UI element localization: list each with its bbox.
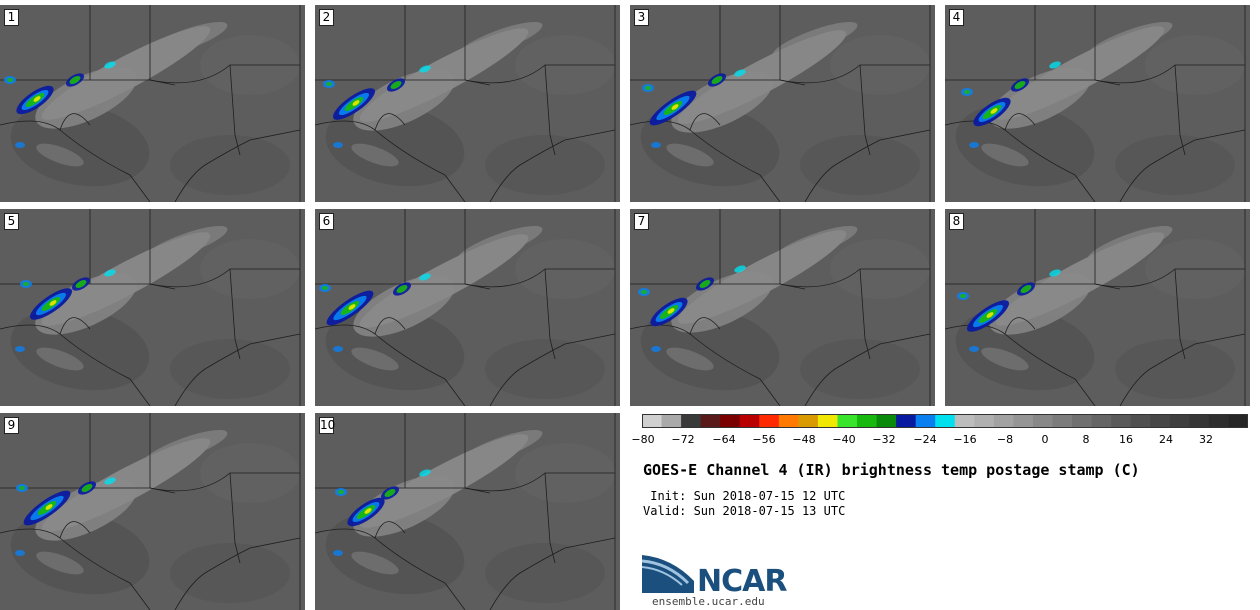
- figure-title: GOES-E Channel 4 (IR) brightness temp po…: [643, 461, 1140, 479]
- satellite-ir-image: [0, 413, 305, 610]
- colorbar-tick: −64: [712, 433, 736, 446]
- panel-label: 8: [949, 213, 964, 230]
- colorbar-tick: −72: [671, 433, 695, 446]
- colorbar-swatch: [1072, 414, 1093, 428]
- colorbar-swatch: [1130, 414, 1151, 428]
- panel-label: 4: [949, 9, 964, 26]
- panel-label: 3: [634, 9, 649, 26]
- satellite-ir-image: [945, 209, 1250, 406]
- colorbar-swatch: [1208, 414, 1229, 428]
- colorbar-swatch: [857, 414, 878, 428]
- satellite-ir-image: [0, 209, 305, 406]
- colorbar-swatch: [915, 414, 936, 428]
- colorbar-swatch: [1228, 414, 1248, 428]
- colorbar-swatch: [1111, 414, 1132, 428]
- colorbar-swatch: [1032, 414, 1054, 428]
- colorbar-swatch: [993, 414, 1014, 428]
- colorbar-swatch: [661, 414, 682, 428]
- colorbar-tick: −56: [752, 433, 776, 446]
- satellite-ir-image: [630, 5, 935, 202]
- ensemble-member-panel-6: 6: [315, 209, 620, 406]
- ensemble-member-panel-5: 5: [0, 209, 305, 406]
- colorbar-tick: −24: [913, 433, 937, 446]
- ensemble-member-panel-2: 2: [315, 5, 620, 202]
- colorbar-swatch: [681, 414, 702, 428]
- colorbar-swatch: [778, 414, 799, 428]
- ncar-logo-icon: [642, 555, 694, 593]
- panel-label: 7: [634, 213, 649, 230]
- satellite-ir-image: [630, 209, 935, 406]
- init-time: Init: Sun 2018-07-15 12 UTC: [643, 489, 846, 503]
- colorbar-swatch: [642, 414, 663, 428]
- panel-label: 10: [319, 417, 336, 434]
- colorbar-tick: −16: [953, 433, 977, 446]
- ensemble-member-panel-4: 4: [945, 5, 1250, 202]
- colorbar-swatch: [935, 414, 956, 428]
- colorbar-swatch: [1150, 414, 1171, 428]
- colorbar-swatch: [798, 414, 819, 428]
- colorbar-swatch: [1169, 414, 1190, 428]
- satellite-ir-image: [315, 413, 620, 610]
- colorbar-swatch: [1091, 414, 1112, 428]
- ensemble-member-panel-3: 3: [630, 5, 935, 202]
- ensemble-member-panel-7: 7: [630, 209, 935, 406]
- colorbar-swatch: [954, 414, 975, 428]
- colorbar-tick: 32: [1199, 433, 1213, 446]
- colorbar-tick: −40: [832, 433, 856, 446]
- ensemble-member-panel-1: 1: [0, 5, 305, 202]
- satellite-ir-image: [315, 209, 620, 406]
- satellite-ir-image: [315, 5, 620, 202]
- valid-time: Valid: Sun 2018-07-15 13 UTC: [643, 504, 846, 518]
- colorbar-tick: 8: [1082, 433, 1090, 446]
- colorbar-swatch: [720, 414, 741, 428]
- satellite-ir-image: [945, 5, 1250, 202]
- panel-label: 5: [4, 213, 19, 230]
- colorbar-swatch: [896, 414, 917, 428]
- website-url: ensemble.ucar.edu: [652, 595, 765, 608]
- panel-label: 1: [4, 9, 19, 26]
- colorbar-swatch: [876, 414, 897, 428]
- colorbar-swatch: [817, 414, 838, 428]
- colorbar-swatch: [1189, 414, 1210, 428]
- colorbar-tick: −32: [872, 433, 896, 446]
- colorbar-swatch: [739, 414, 760, 428]
- satellite-ir-image: [0, 5, 305, 202]
- ensemble-member-panel-8: 8: [945, 209, 1250, 406]
- panel-label: 9: [4, 417, 19, 434]
- panel-label: 2: [319, 9, 334, 26]
- colorbar-swatch: [974, 414, 995, 428]
- ensemble-member-panel-9: 9: [0, 413, 305, 610]
- colorbar-tick: −48: [792, 433, 816, 446]
- colorbar-tick: 0: [1041, 433, 1049, 446]
- colorbar-swatch: [759, 414, 780, 428]
- colorbar-swatch: [1013, 414, 1034, 428]
- colorbar-swatch: [700, 414, 721, 428]
- colorbar-tick: −80: [631, 433, 655, 446]
- colorbar-tick: 24: [1159, 433, 1173, 446]
- colorbar-swatch: [837, 414, 858, 428]
- colorbar-tick: 16: [1119, 433, 1133, 446]
- panel-label: 6: [319, 213, 334, 230]
- ensemble-member-panel-10: 10: [315, 413, 620, 610]
- colorbar: [642, 414, 1248, 428]
- colorbar-tick: −8: [996, 433, 1014, 446]
- ncar-wordmark: NCAR: [697, 564, 787, 599]
- colorbar-swatch: [1052, 414, 1073, 428]
